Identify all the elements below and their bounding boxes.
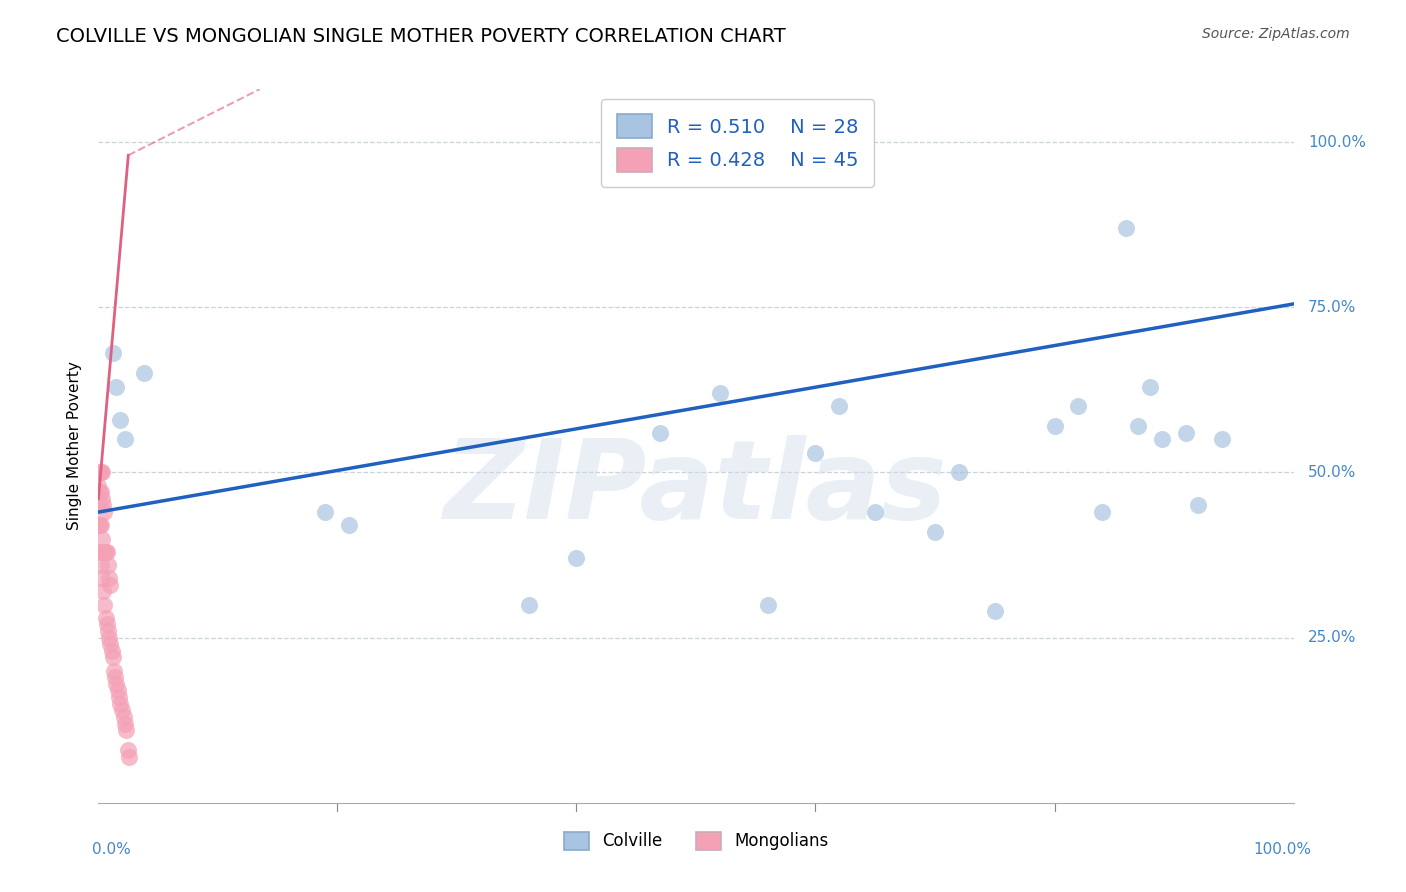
Point xyxy=(93,505,115,519)
Point xyxy=(98,571,121,585)
Point xyxy=(101,650,124,665)
Point xyxy=(1187,499,1209,513)
Legend: Colville, Mongolians: Colville, Mongolians xyxy=(555,823,837,859)
Point xyxy=(90,518,112,533)
Point xyxy=(91,466,114,480)
Point xyxy=(1152,433,1174,447)
Point xyxy=(1091,505,1114,519)
Point xyxy=(87,518,110,533)
Point xyxy=(112,710,135,724)
Point xyxy=(97,558,120,572)
Point xyxy=(1043,419,1066,434)
Point xyxy=(90,485,112,500)
Point xyxy=(865,505,887,519)
Point xyxy=(132,367,155,381)
Point xyxy=(101,346,124,360)
Y-axis label: Single Mother Poverty: Single Mother Poverty xyxy=(67,361,83,531)
Point xyxy=(91,491,114,506)
Point xyxy=(87,499,110,513)
Text: Source: ZipAtlas.com: Source: ZipAtlas.com xyxy=(1202,27,1350,41)
Text: 0.0%: 0.0% xyxy=(93,842,131,857)
Point xyxy=(1175,425,1198,440)
Text: 50.0%: 50.0% xyxy=(1308,465,1357,480)
Point xyxy=(1128,419,1150,434)
Text: 25.0%: 25.0% xyxy=(1308,630,1357,645)
Point xyxy=(91,571,114,585)
Point xyxy=(96,617,118,632)
Text: 75.0%: 75.0% xyxy=(1308,300,1357,315)
Point xyxy=(108,697,131,711)
Point xyxy=(91,545,114,559)
Point xyxy=(100,644,122,658)
Point xyxy=(105,677,128,691)
Point xyxy=(90,466,112,480)
Point xyxy=(1115,221,1137,235)
Point xyxy=(114,716,136,731)
Point xyxy=(90,558,112,572)
Point xyxy=(87,478,110,492)
Point xyxy=(107,690,129,704)
Point xyxy=(103,664,125,678)
Point xyxy=(111,703,134,717)
Point xyxy=(93,598,115,612)
Text: 100.0%: 100.0% xyxy=(1308,135,1365,150)
Point xyxy=(517,598,540,612)
Point xyxy=(89,518,111,533)
Point xyxy=(108,412,131,426)
Point xyxy=(107,683,129,698)
Point xyxy=(93,545,115,559)
Point xyxy=(924,524,946,539)
Point xyxy=(565,551,588,566)
Point xyxy=(97,624,120,638)
Point xyxy=(89,545,111,559)
Point xyxy=(105,379,128,393)
Point xyxy=(804,445,827,459)
Point xyxy=(91,584,114,599)
Point xyxy=(1211,433,1233,447)
Point xyxy=(339,518,361,533)
Point xyxy=(709,386,731,401)
Point xyxy=(984,604,1007,618)
Point xyxy=(115,723,138,738)
Point xyxy=(98,637,122,651)
Point xyxy=(114,433,136,447)
Point xyxy=(91,532,114,546)
Point xyxy=(756,598,779,612)
Point xyxy=(104,670,127,684)
Point xyxy=(828,400,851,414)
Point xyxy=(96,545,118,559)
Point xyxy=(91,499,114,513)
Point xyxy=(89,466,111,480)
Point xyxy=(948,466,970,480)
Point xyxy=(98,631,121,645)
Text: ZIPatlas: ZIPatlas xyxy=(444,435,948,542)
Point xyxy=(1067,400,1090,414)
Point xyxy=(648,425,672,440)
Point xyxy=(1139,379,1161,393)
Text: 100.0%: 100.0% xyxy=(1253,842,1312,857)
Point xyxy=(98,578,122,592)
Point xyxy=(117,743,139,757)
Point xyxy=(118,749,141,764)
Point xyxy=(315,505,337,519)
Point xyxy=(89,485,111,500)
Point xyxy=(94,611,117,625)
Text: COLVILLE VS MONGOLIAN SINGLE MOTHER POVERTY CORRELATION CHART: COLVILLE VS MONGOLIAN SINGLE MOTHER POVE… xyxy=(56,27,786,45)
Point xyxy=(94,545,117,559)
